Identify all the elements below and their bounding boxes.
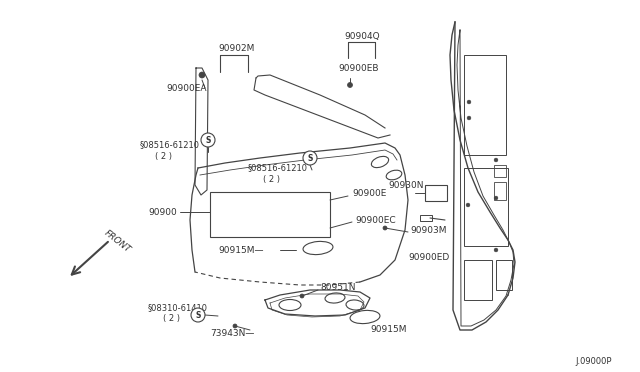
Text: S: S — [307, 154, 313, 163]
Text: 90915M: 90915M — [370, 326, 406, 334]
Text: 90900EB: 90900EB — [338, 64, 378, 73]
Bar — [464, 260, 492, 300]
Text: §08310-61410: §08310-61410 — [148, 304, 208, 312]
Text: ( 2 ): ( 2 ) — [163, 314, 180, 324]
Text: 90915M—: 90915M— — [218, 246, 264, 254]
Circle shape — [199, 72, 205, 78]
Text: 90900E: 90900E — [352, 189, 387, 198]
Bar — [464, 55, 506, 155]
Text: 90900ED: 90900ED — [408, 253, 449, 263]
Circle shape — [467, 116, 471, 120]
Text: S: S — [195, 311, 201, 320]
Bar — [425, 185, 447, 201]
Bar — [464, 168, 508, 246]
Text: 90904Q: 90904Q — [344, 32, 380, 41]
Text: 90930N: 90930N — [388, 180, 424, 189]
Text: S: S — [205, 135, 211, 144]
Text: 90902M: 90902M — [218, 44, 254, 52]
Bar — [494, 165, 506, 177]
Ellipse shape — [303, 241, 333, 254]
Ellipse shape — [371, 156, 388, 168]
Text: §08516-61210: §08516-61210 — [140, 141, 200, 150]
Circle shape — [348, 83, 353, 87]
Text: ( 2 ): ( 2 ) — [155, 151, 172, 160]
Text: 73943N—: 73943N— — [210, 328, 254, 337]
Text: 90900EA: 90900EA — [166, 83, 207, 93]
Text: ( 2 ): ( 2 ) — [263, 174, 280, 183]
Text: 90900: 90900 — [148, 208, 177, 217]
Ellipse shape — [346, 300, 364, 310]
Circle shape — [494, 196, 498, 200]
Circle shape — [494, 158, 498, 162]
Circle shape — [201, 133, 215, 147]
Text: 90900EC: 90900EC — [355, 215, 396, 224]
Circle shape — [303, 151, 317, 165]
Ellipse shape — [350, 310, 380, 324]
Ellipse shape — [386, 170, 402, 180]
Text: 90903M: 90903M — [410, 225, 447, 234]
Bar — [210, 192, 330, 237]
Ellipse shape — [325, 293, 345, 303]
Circle shape — [467, 100, 471, 104]
Text: §08516-61210: §08516-61210 — [248, 164, 308, 173]
Bar — [420, 215, 432, 221]
Text: 80951N: 80951N — [320, 282, 355, 292]
Bar — [494, 182, 506, 200]
Bar — [496, 260, 512, 290]
Circle shape — [494, 248, 498, 252]
Circle shape — [233, 324, 237, 328]
Circle shape — [300, 294, 304, 298]
Circle shape — [383, 226, 387, 230]
Ellipse shape — [279, 299, 301, 311]
Circle shape — [191, 308, 205, 322]
Text: FRONT: FRONT — [102, 228, 132, 254]
Text: J.09000P: J.09000P — [575, 357, 611, 366]
Circle shape — [466, 203, 470, 207]
